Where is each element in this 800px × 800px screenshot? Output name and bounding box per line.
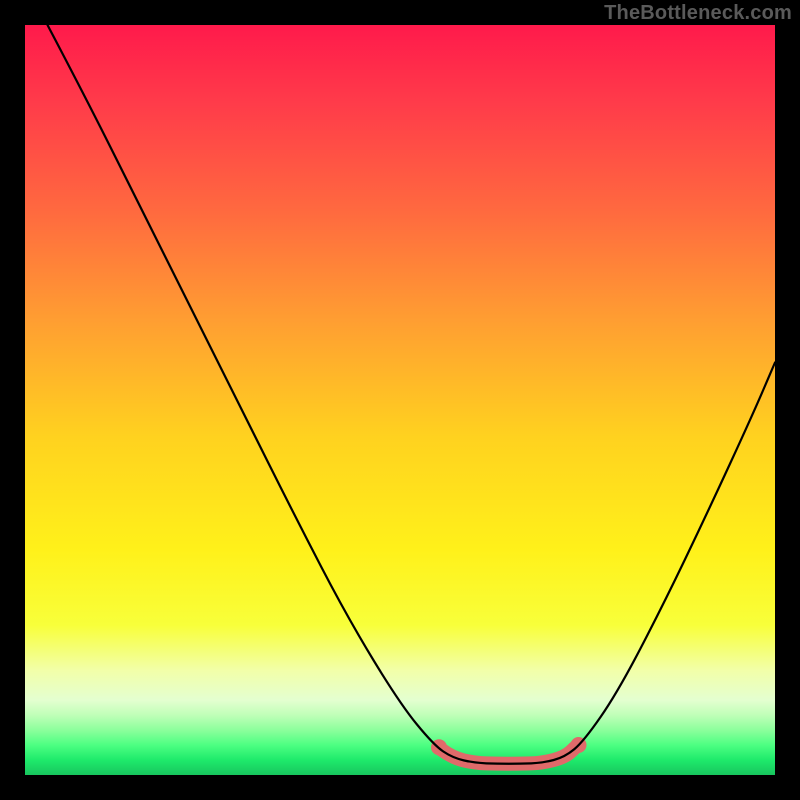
bottleneck-chart: TheBottleneck.com [0, 0, 800, 800]
chart-canvas [0, 0, 800, 800]
watermark-text: TheBottleneck.com [604, 2, 792, 25]
plot-background [25, 25, 775, 775]
